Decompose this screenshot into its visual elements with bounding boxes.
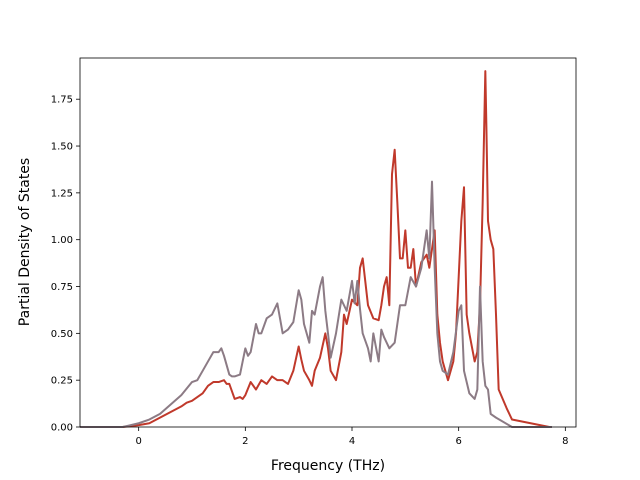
- y-tick-label: 0.75: [51, 282, 73, 293]
- x-tick-label: 0: [135, 436, 141, 447]
- y-tick-label: 0.50: [51, 329, 73, 340]
- series-layer: [80, 70, 552, 428]
- series-line-1: [80, 70, 550, 428]
- x-tick-label: 6: [455, 436, 461, 447]
- y-axis-label: Partial Density of States: [17, 158, 33, 326]
- x-tick-label: 4: [349, 436, 355, 447]
- x-axis-ticks: 0 2 4 6 8: [135, 427, 569, 447]
- y-tick-label: 1.50: [51, 142, 73, 153]
- series-line-2: [80, 180, 552, 428]
- y-tick-label: 1.75: [51, 95, 73, 106]
- x-tick-label: 8: [562, 436, 568, 447]
- y-tick-label: 0.25: [51, 376, 73, 387]
- plot-frame: [79, 57, 577, 428]
- y-tick-label: 1.00: [51, 235, 73, 246]
- x-axis-label: Frequency (THz): [271, 458, 385, 474]
- x-tick-label: 2: [242, 436, 248, 447]
- y-tick-label: 1.25: [51, 188, 73, 199]
- y-tick-label: 0.00: [51, 423, 73, 434]
- y-axis-ticks: 0.00 0.25 0.50 0.75 1.00 1.25 1.50 1.75: [51, 95, 80, 434]
